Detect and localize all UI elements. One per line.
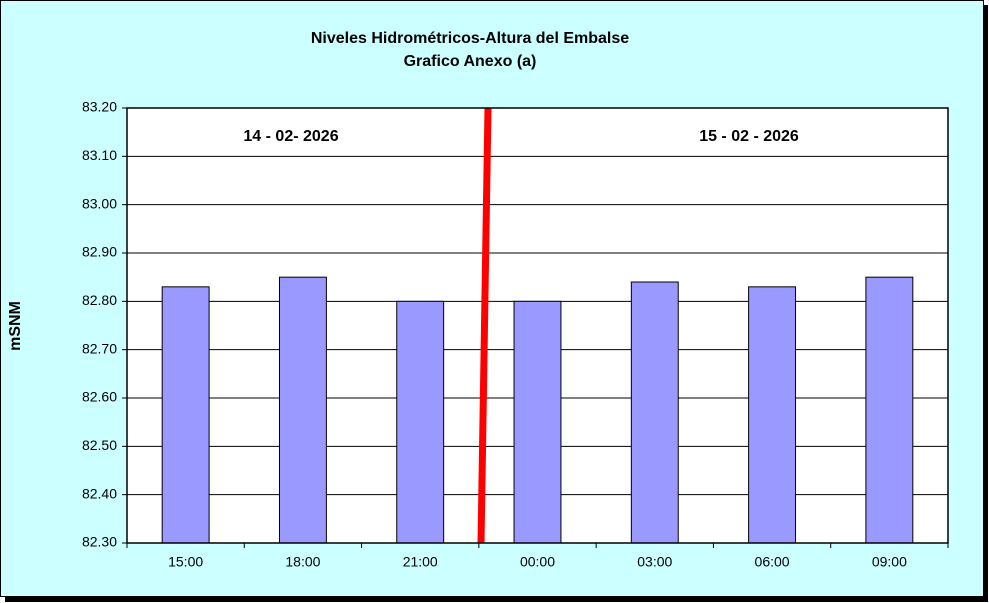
y-tick-label: 82.30	[82, 534, 117, 550]
y-tick-label: 82.70	[82, 340, 117, 356]
y-tick-label: 82.80	[82, 292, 117, 308]
date-annotation: 15 - 02 - 2026	[699, 128, 799, 145]
x-tick-label: 00:00	[520, 554, 555, 570]
bar	[161, 286, 210, 544]
y-tick-label: 83.10	[82, 147, 117, 163]
bar	[513, 300, 562, 544]
x-tick-label: 06:00	[755, 554, 790, 570]
day-separator	[477, 107, 492, 544]
x-tick-label: 21:00	[403, 554, 438, 570]
x-tick-label: 03:00	[637, 554, 672, 570]
plot-border	[126, 107, 949, 544]
y-tick-label: 82.40	[82, 485, 117, 501]
y-tick-label: 82.50	[82, 437, 117, 453]
y-tick-label: 83.20	[82, 99, 117, 115]
x-tick-label: 09:00	[872, 554, 907, 570]
bar	[865, 276, 914, 544]
bar	[278, 276, 327, 544]
bar	[748, 286, 797, 544]
y-tick-label: 82.60	[82, 389, 117, 405]
chart-title: Niveles Hidrométricos-Altura del Embalse	[311, 30, 629, 47]
y-axis-label: mSNM	[7, 301, 24, 351]
x-tick-label: 15:00	[168, 554, 203, 570]
chart-subtitle: Grafico Anexo (a)	[404, 53, 537, 70]
date-annotation: 14 - 02- 2026	[243, 128, 338, 145]
y-tick-label: 82.90	[82, 244, 117, 260]
x-tick-label: 18:00	[285, 554, 320, 570]
bar	[396, 300, 445, 544]
bar	[630, 281, 679, 544]
y-tick-label: 83.00	[82, 195, 117, 211]
